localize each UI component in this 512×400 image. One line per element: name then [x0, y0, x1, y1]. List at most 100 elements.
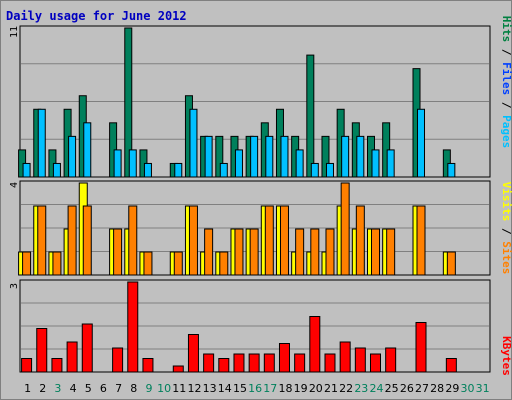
- kbytes-bar-day-17: [263, 353, 275, 373]
- day-label-11: 11: [172, 382, 186, 395]
- kbytes-bar-day-15: [233, 353, 245, 373]
- pages-bar-day-18: [280, 135, 289, 178]
- day-label-28: 28: [430, 382, 444, 395]
- sites-bar-day-5: [82, 205, 92, 276]
- kbytes-bar-day-22: [339, 341, 351, 373]
- sites-bar-day-27: [416, 205, 426, 276]
- day-label-20: 20: [309, 382, 323, 395]
- sites-bar-day-8: [128, 205, 138, 276]
- day-label-16: 16: [248, 382, 262, 395]
- pages-bar-day-7: [113, 149, 122, 178]
- sites-bar-day-25: [386, 228, 396, 276]
- pages-bar-day-11: [174, 162, 183, 178]
- day-label-6: 6: [100, 382, 107, 395]
- pages-bar-day-27: [417, 108, 426, 178]
- day-label-24: 24: [369, 382, 383, 395]
- day-label-3: 3: [54, 382, 61, 395]
- visits-sites-label-part-0: Visits: [500, 182, 512, 222]
- hits-bar-day-14: [215, 135, 224, 178]
- kbytes-label-part-0: KBytes: [500, 336, 512, 376]
- day-label-21: 21: [324, 382, 338, 395]
- sites-bar-day-22: [340, 182, 350, 276]
- hits-files-pages-label-part-2: Files: [500, 62, 512, 95]
- day-label-17: 17: [263, 382, 277, 395]
- kbytes-bar-day-5: [81, 323, 93, 373]
- sites-bar-day-23: [355, 205, 365, 276]
- day-labels: 1 2 3 4 5 6 7 8 9 10 11 12 13 14 15 16 17 18 19 20 21 22 23 24 2…: [24, 382, 490, 395]
- kbytes-bar-day-27: [415, 322, 427, 373]
- sites-bar-day-24: [370, 228, 380, 276]
- day-label-23: 23: [354, 382, 368, 395]
- pages-bar-day-16: [250, 135, 259, 178]
- day-label-8: 8: [130, 382, 137, 395]
- kbytes-scale-max: 3: [9, 283, 20, 289]
- day-label-22: 22: [339, 382, 353, 395]
- kbytes-bar-day-23: [354, 347, 366, 373]
- pages-bar-day-29: [447, 162, 456, 178]
- kbytes-bar-day-16: [248, 353, 260, 373]
- sites-bar-day-1: [22, 251, 32, 276]
- visits-sites-label-part-2: Sites: [500, 241, 512, 274]
- day-label-27: 27: [415, 382, 429, 395]
- day-label-7: 7: [115, 382, 122, 395]
- hits-files-pages-label-part-1: /: [500, 42, 512, 62]
- day-label-14: 14: [218, 382, 232, 395]
- sites-bar-day-14: [219, 251, 229, 276]
- sites-bar-day-15: [234, 228, 244, 276]
- pages-bar-day-24: [371, 149, 380, 178]
- hits-bar-day-8: [124, 27, 133, 178]
- hits-bar-day-20: [306, 54, 315, 178]
- kbytes-bar-day-20: [309, 316, 321, 373]
- hits-bar-day-21: [321, 135, 330, 178]
- pages-bar-day-9: [143, 162, 152, 178]
- day-label-30: 30: [461, 382, 475, 395]
- pages-bar-day-3: [52, 162, 61, 178]
- day-label-29: 29: [445, 382, 459, 395]
- day-label-18: 18: [278, 382, 292, 395]
- sites-bar-day-17: [264, 205, 274, 276]
- sites-bar-day-3: [52, 251, 62, 276]
- pages-bar-day-23: [356, 135, 365, 178]
- pages-bar-day-2: [37, 108, 46, 178]
- chart-bars: [18, 27, 457, 373]
- pages-bar-day-4: [68, 135, 77, 178]
- kbytes-bar-day-4: [66, 341, 78, 373]
- chart-title: Daily usage for June 2012: [6, 9, 187, 23]
- hits-files-pages-label-part-4: Pages: [500, 115, 512, 148]
- day-label-25: 25: [385, 382, 399, 395]
- day-label-4: 4: [70, 382, 77, 395]
- sites-bar-day-4: [67, 205, 77, 276]
- pages-bar-day-1: [22, 162, 31, 178]
- day-label-13: 13: [203, 382, 217, 395]
- day-label-1: 1: [24, 382, 31, 395]
- day-label-10: 10: [157, 382, 171, 395]
- hits-files-pages-label-part-3: /: [500, 95, 512, 115]
- kbytes-bar-day-21: [324, 353, 336, 373]
- hits-files-pages-label-part-0: Hits: [500, 16, 512, 43]
- kbytes-bar-day-19: [294, 353, 306, 373]
- sites-bar-day-16: [249, 228, 259, 276]
- kbytes-bar-day-29: [445, 358, 457, 373]
- sites-scale-max: 4: [9, 182, 20, 188]
- kbytes-bar-day-14: [218, 358, 230, 373]
- kbytes-bar-day-13: [203, 353, 215, 373]
- sites-bar-day-12: [188, 205, 198, 276]
- day-label-5: 5: [85, 382, 92, 395]
- sites-bar-day-7: [113, 228, 123, 276]
- pages-bar-day-5: [83, 122, 92, 178]
- pages-bar-day-8: [128, 149, 137, 178]
- day-label-12: 12: [187, 382, 201, 395]
- kbytes-bar-day-18: [278, 343, 290, 373]
- hits-files-pages-label: Hits / Files / Pages: [500, 16, 512, 149]
- kbytes-bar-day-2: [36, 328, 48, 373]
- pages-bar-day-12: [189, 108, 198, 178]
- kbytes-bar-day-1: [21, 358, 33, 373]
- kbytes-bar-day-11: [172, 365, 184, 373]
- sites-bar-day-21: [325, 228, 335, 276]
- side-labels: Hits / Files / Pages Visits / Sites KBytes: [500, 16, 512, 376]
- sites-bar-day-9: [143, 251, 153, 276]
- hits-scale-max: 11: [9, 26, 20, 38]
- sites-bar-day-20: [310, 228, 320, 276]
- day-label-31: 31: [476, 382, 490, 395]
